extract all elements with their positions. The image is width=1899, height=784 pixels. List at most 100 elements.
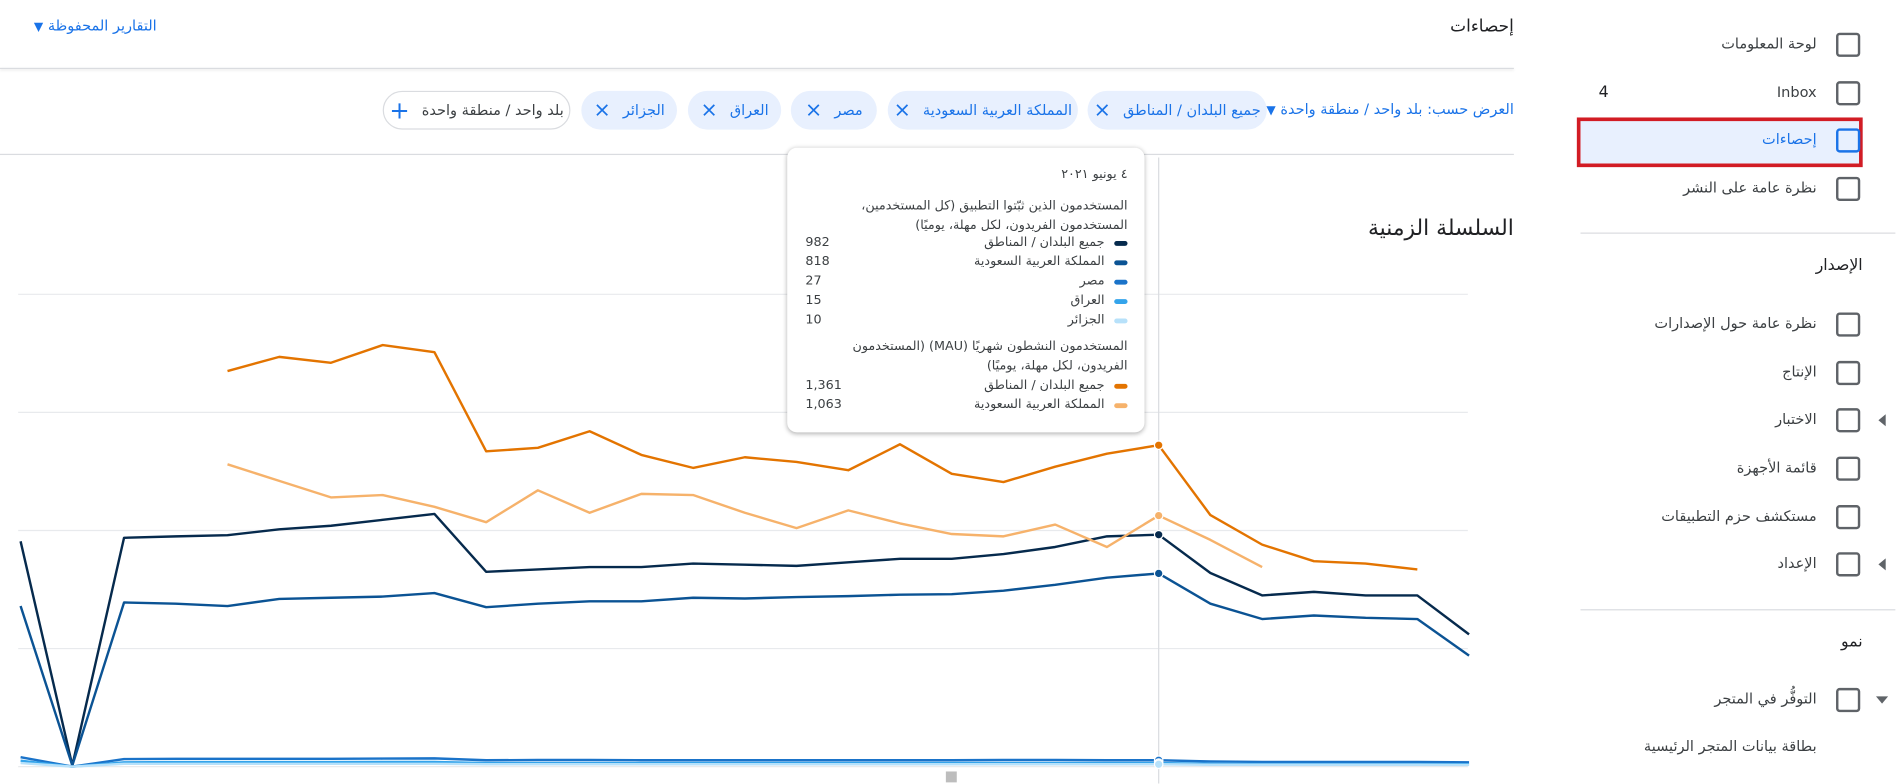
filter-chip[interactable]: مصر × [790,90,877,130]
legend-name: جميع البلدان / المناطق [984,377,1105,393]
series-line [19,512,1470,767]
scroll-handle[interactable] [945,771,957,783]
nav-item[interactable]: لوحة المعلومات [1721,35,1816,52]
nav-item[interactable]: الاختبار [1775,411,1817,428]
nav-item[interactable]: إحصاءات [1762,131,1817,148]
filter-divider [0,153,1514,156]
nav-label: الإنتاج [1782,363,1817,381]
sidebar-icons [1836,32,1889,713]
nav-item[interactable]: بطاقة بيانات المتجر الرئيسية [1644,738,1817,755]
nav-label: إحصاءات [1762,130,1817,148]
chip-label: العراق [729,101,769,119]
nav-icon [1836,312,1861,337]
nav-item[interactable]: Inbox [1777,84,1817,101]
saved-reports-label: التقارير المحفوظة [47,16,157,34]
nav-icon [1836,128,1861,153]
tooltip-value: 10 [805,312,822,327]
expand-arrow [1875,696,1889,704]
nav-icon [1836,456,1861,481]
view-by-label: العرض حسب: [1427,100,1514,118]
nav-item[interactable]: مستكشف حزم التطبيقات [1661,507,1816,524]
nav-item[interactable]: نظرة عامة حول الإصدارات [1654,315,1816,332]
nav-label: نظرة عامة على النشر [1683,179,1817,197]
series-line [20,755,1470,768]
nav-item[interactable]: الإعداد [1777,555,1816,572]
legend-name: المملكة العربية السعودية [974,254,1105,269]
legend-name: الجزائر [1067,312,1105,327]
nav-icon [1836,687,1861,713]
tooltip-value: 15 [805,293,822,308]
nav-label: التوفُّر في المتجر [1714,690,1817,708]
legend-swatch [1114,260,1128,266]
nav-item[interactable]: الإنتاج [1782,363,1817,380]
hover-point [1153,510,1164,521]
filter-chip[interactable]: الجزائر × [581,90,678,130]
filter-chip[interactable]: جميع البلدان / المناطق × [1087,90,1267,130]
hover-point [1153,759,1164,770]
inbox-badge: 4 [1598,83,1609,102]
filter-chip[interactable]: العراق × [687,90,782,130]
tooltip-date: ٤ يونيو ٢٠٢١ [1061,167,1128,182]
tooltip-group-title: المستخدمون الذين ثبّتوا التطبيق (كل المس… [861,198,1128,233]
expand-arrow [1878,414,1886,427]
view-by[interactable]: العرض حسب: بلد واحد / منطقة واحدة ▼ [1266,100,1514,118]
nav-icon [1836,360,1861,386]
nav-item[interactable]: نظرة عامة على النشر [1683,179,1817,196]
legend-swatch [1114,241,1128,246]
chip-remove[interactable]: × [804,97,823,122]
section-title: الإصدار [1815,256,1863,275]
nav-item[interactable]: التوفُّر في المتجر [1714,690,1816,707]
tooltip-value: 27 [805,273,822,289]
chart: 05001,0001,5002,000 [18,157,1470,784]
nav-icon [1836,552,1861,577]
legend-swatch [1114,318,1128,324]
series-line [227,463,1263,569]
tooltip-value: 818 [805,254,830,269]
legend-name: مصر [1079,273,1105,289]
chip-label: المملكة العربية السعودية [922,101,1073,119]
sidebar-divider [1580,232,1896,234]
series-line [19,572,1470,767]
nav-item[interactable]: قائمة الأجهزة [1737,459,1817,476]
page-title: إحصاءات [1450,16,1514,37]
saved-reports[interactable]: التقارير المحفوظة ▼ [33,16,157,34]
nav-label: الاختبار [1775,410,1817,428]
chip-remove[interactable]: × [593,97,611,122]
nav-label: لوحة المعلومات [1721,35,1817,53]
legend-swatch [1114,279,1128,285]
legend-swatch [1114,403,1128,409]
chip-remove[interactable]: × [700,97,718,122]
expand-arrow [1878,558,1886,571]
tooltip-value: 982 [805,234,830,250]
tooltip-value: 1,361 [805,377,842,393]
nav-icon [1836,408,1861,433]
add-country-chip[interactable]: + بلد واحد / منطقة واحدة [382,90,571,130]
legend-swatch [1114,299,1128,304]
legend-name: المملكة العربية السعودية [974,397,1105,412]
nav-label: Inbox [1776,83,1817,101]
hover-point [1153,568,1164,579]
view-by-value: بلد واحد / منطقة واحدة [1280,100,1423,118]
legend-swatch [1114,383,1128,389]
tooltip-value: 1,063 [805,397,842,412]
hover-point [1153,440,1164,451]
legend-name: جميع البلدان / المناطق [984,234,1105,250]
series-line [227,343,1418,571]
nav-label: مستكشف حزم التطبيقات [1661,507,1817,525]
tooltip: ٤ يونيو ٢٠٢١ المستخدمون الذين ثبّتوا الت… [787,147,1145,433]
header-divider [0,67,1514,70]
chip-remove[interactable]: × [1093,97,1111,122]
chip-label: الجزائر [622,101,665,119]
filter-chip[interactable]: المملكة العربية السعودية × [887,90,1078,130]
chip-remove[interactable]: × [893,97,911,122]
sidebar-divider [1580,609,1896,611]
chart-title: السلسلة الزمنية [1367,215,1514,242]
series-line [20,761,1470,768]
legend-name: العراق [1070,293,1105,308]
nav-icon [1836,176,1861,202]
nav-label: قائمة الأجهزة [1736,459,1817,476]
add-label: بلد واحد / منطقة واحدة [421,101,564,119]
chip-label: جميع البلدان / المناطق [1123,101,1261,119]
nav-label: نظرة عامة حول الإصدارات [1654,314,1817,332]
